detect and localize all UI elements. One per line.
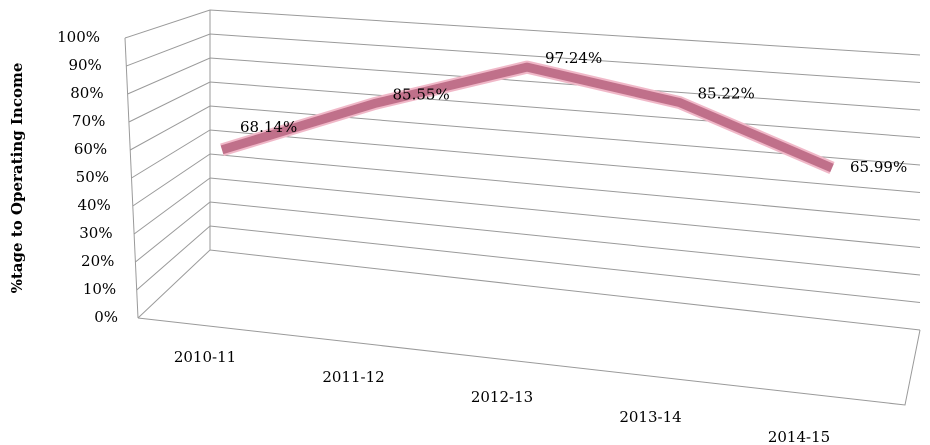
x-tick-label: 2014-15 — [768, 428, 830, 445]
x-tick-label: 2013-14 — [619, 408, 681, 426]
y-tick-label: 100% — [57, 28, 100, 46]
data-label: 85.55% — [393, 86, 450, 104]
x-tick-label: 2010-11 — [174, 348, 236, 366]
y-tick-label: 20% — [81, 252, 114, 270]
grid-line — [124, 9, 921, 56]
y-tick-label: 90% — [68, 56, 101, 74]
y-tick-label: 10% — [83, 280, 116, 298]
data-label: 68.14% — [240, 118, 297, 136]
grid-line — [135, 201, 921, 276]
grid-line — [136, 225, 921, 303]
x-tick-label: 2012-13 — [471, 388, 533, 406]
y-axis — [124, 37, 139, 319]
y-tick-label: 50% — [76, 168, 109, 186]
grid-line — [133, 177, 921, 248]
data-label: 85.22% — [698, 85, 755, 103]
y-tick-label: 0% — [94, 308, 118, 326]
line — [220, 62, 834, 173]
y-tick-label: 60% — [74, 140, 107, 158]
data-label: 97.24% — [545, 49, 602, 67]
y-tick-label: 70% — [72, 112, 105, 130]
data-label: 65.99% — [850, 158, 907, 176]
y-tick-label: 40% — [77, 196, 110, 214]
grid-line — [126, 33, 921, 83]
floor-edge — [137, 317, 921, 406]
y-axis-label: %tage to Operating Income — [8, 63, 26, 294]
grid-line — [132, 153, 921, 221]
x-tick-label: 2011-12 — [322, 368, 384, 386]
y-tick-label: 30% — [79, 224, 112, 242]
y-tick-label: 80% — [70, 84, 103, 102]
